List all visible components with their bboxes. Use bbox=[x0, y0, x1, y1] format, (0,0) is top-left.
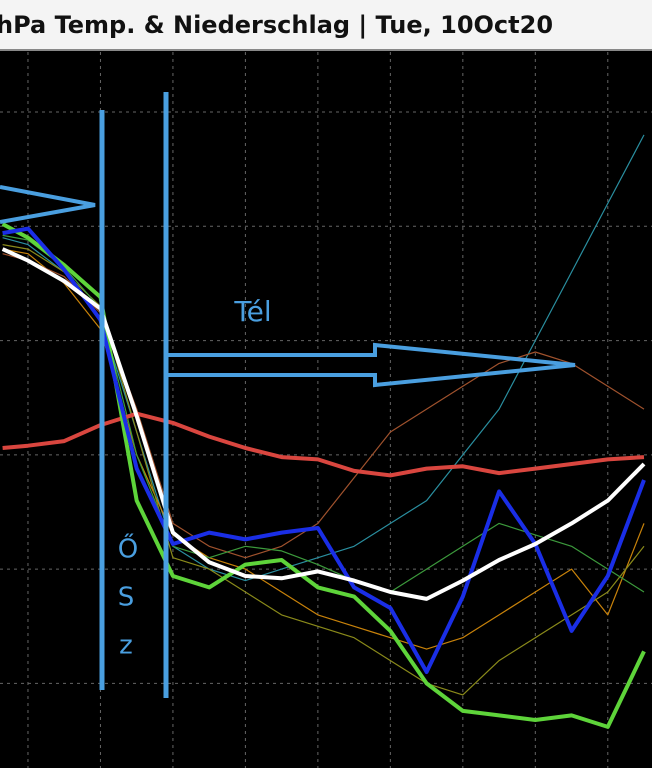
winter-arrow bbox=[168, 342, 576, 388]
annotation: z bbox=[119, 631, 133, 661]
arrow-left-head bbox=[0, 185, 96, 224]
chart-title: hPa Temp. & Niederschlag | Tue, 10Oct20 bbox=[0, 11, 553, 39]
title-bar bbox=[0, 0, 652, 50]
annotation: S bbox=[118, 583, 135, 613]
annotation: Tél bbox=[233, 295, 271, 328]
annotation: Ő bbox=[118, 533, 138, 565]
annotation-layer bbox=[0, 92, 576, 698]
